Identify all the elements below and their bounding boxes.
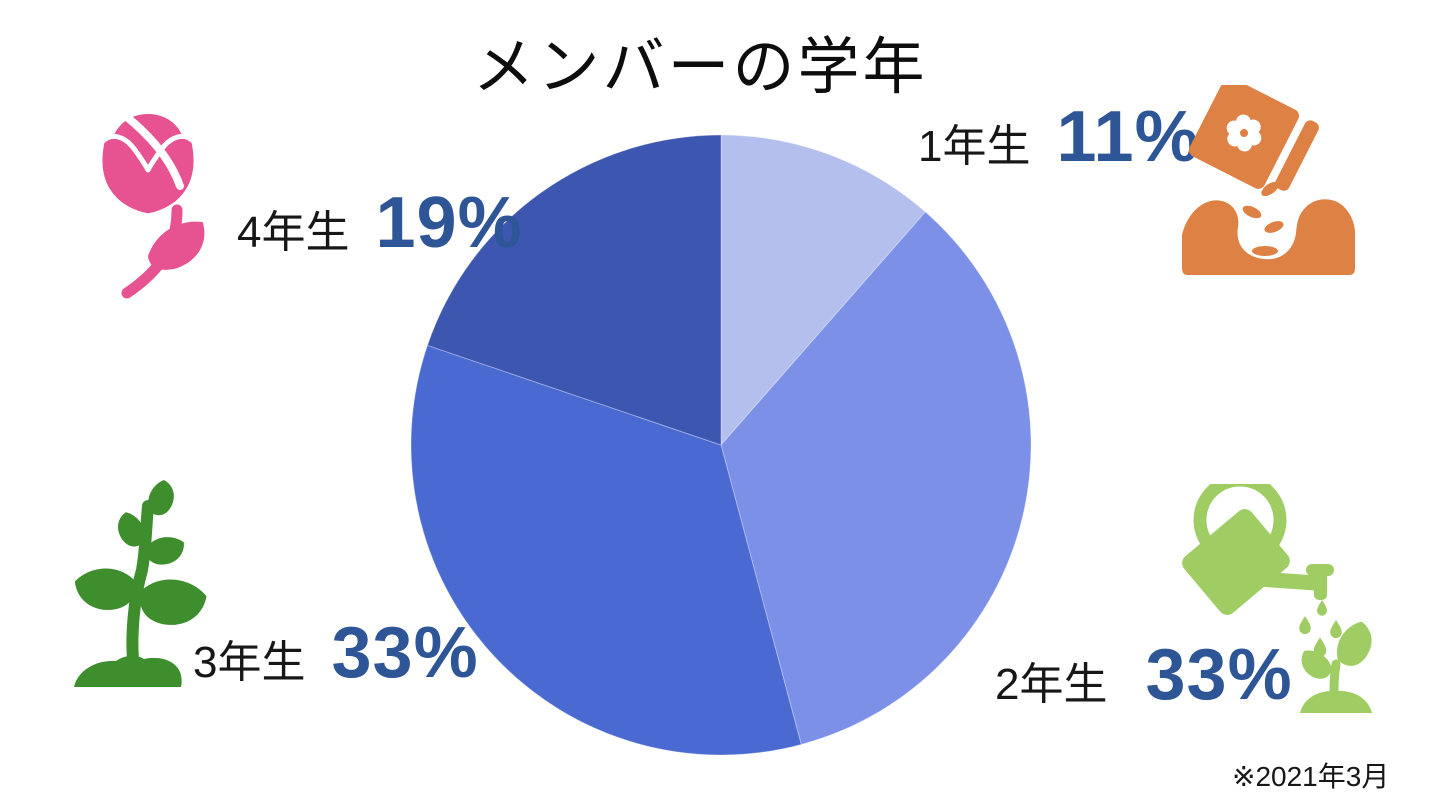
pie-slice-year1 [720, 134, 927, 447]
pie-slice-year2 [720, 211, 1032, 746]
seed-packet-icon-art [1182, 85, 1355, 275]
legend-year2: 2年生 33% [995, 634, 1293, 716]
grade-percent-year3: 33% [331, 613, 479, 693]
sprout-icon-art [72, 478, 210, 687]
grade-percent-year4: 19% [375, 183, 523, 263]
watering-can-icon-svg [1182, 484, 1382, 713]
grade-label-year2: 2年生 [995, 660, 1108, 709]
legend-year1: 1年生 11% [918, 96, 1200, 178]
grade-label-year1: 1年生 [918, 122, 1031, 171]
grade-label-year3: 3年生 [193, 638, 306, 687]
grade-label-year4: 4年生 [237, 208, 350, 257]
grade-percent-year2: 33% [1145, 635, 1293, 715]
seed-packet-icon [1178, 85, 1373, 285]
pie-slice-year3 [410, 344, 802, 756]
tulip-icon-svg [97, 114, 205, 299]
pie-slice-year4 [426, 134, 722, 446]
grade-percent-year1: 11% [1056, 97, 1200, 177]
tulip-icon [88, 106, 213, 311]
watering-can-icon-art [1182, 484, 1382, 713]
watering-can-icon [1170, 484, 1420, 716]
tulip-icon-art [97, 114, 205, 299]
pie-chart-svg [410, 134, 1032, 756]
sprout-icon [58, 478, 243, 696]
page-title: メンバーの学年 [472, 33, 928, 102]
legend-year3: 3年生 33% [193, 612, 479, 694]
sprout-icon-svg [72, 478, 210, 687]
legend-year4: 4年生 19% [237, 182, 523, 264]
footnote-date: ※2021年3月 [1232, 761, 1390, 792]
pie-chart [410, 134, 1032, 756]
seed-packet-icon-svg [1182, 85, 1355, 275]
